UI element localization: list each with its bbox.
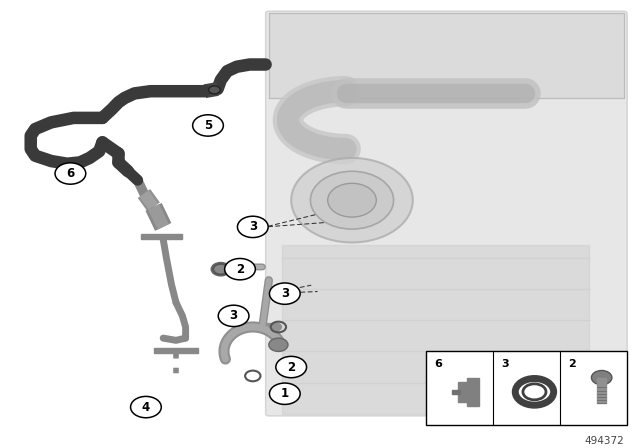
Polygon shape — [141, 233, 182, 239]
Text: 3: 3 — [249, 220, 257, 233]
Polygon shape — [452, 390, 460, 394]
Circle shape — [209, 86, 220, 94]
Text: 6: 6 — [434, 359, 442, 369]
Circle shape — [269, 338, 288, 352]
Text: 2: 2 — [236, 263, 244, 276]
Circle shape — [211, 263, 230, 276]
Text: 4: 4 — [142, 401, 150, 414]
Text: 3: 3 — [501, 359, 509, 369]
Circle shape — [523, 384, 546, 400]
Text: 5: 5 — [204, 119, 212, 132]
Polygon shape — [269, 13, 624, 98]
Text: 3: 3 — [230, 310, 237, 323]
Text: 2: 2 — [568, 359, 576, 369]
Polygon shape — [282, 245, 589, 414]
Circle shape — [225, 258, 255, 280]
FancyBboxPatch shape — [426, 352, 627, 425]
Circle shape — [291, 158, 413, 242]
Circle shape — [591, 370, 612, 385]
FancyBboxPatch shape — [266, 11, 627, 416]
Circle shape — [55, 163, 86, 184]
Text: 6: 6 — [67, 167, 74, 180]
Polygon shape — [597, 378, 606, 403]
Circle shape — [328, 183, 376, 217]
Circle shape — [269, 383, 300, 405]
Polygon shape — [458, 378, 479, 406]
Circle shape — [237, 216, 268, 237]
Circle shape — [276, 356, 307, 378]
Circle shape — [218, 305, 249, 327]
Text: 3: 3 — [281, 287, 289, 300]
Circle shape — [131, 396, 161, 418]
Circle shape — [193, 115, 223, 136]
Polygon shape — [154, 348, 198, 353]
Circle shape — [310, 171, 394, 229]
Circle shape — [269, 283, 300, 304]
Text: 494372: 494372 — [584, 436, 624, 446]
Text: 1: 1 — [281, 387, 289, 400]
Text: 2: 2 — [287, 361, 295, 374]
